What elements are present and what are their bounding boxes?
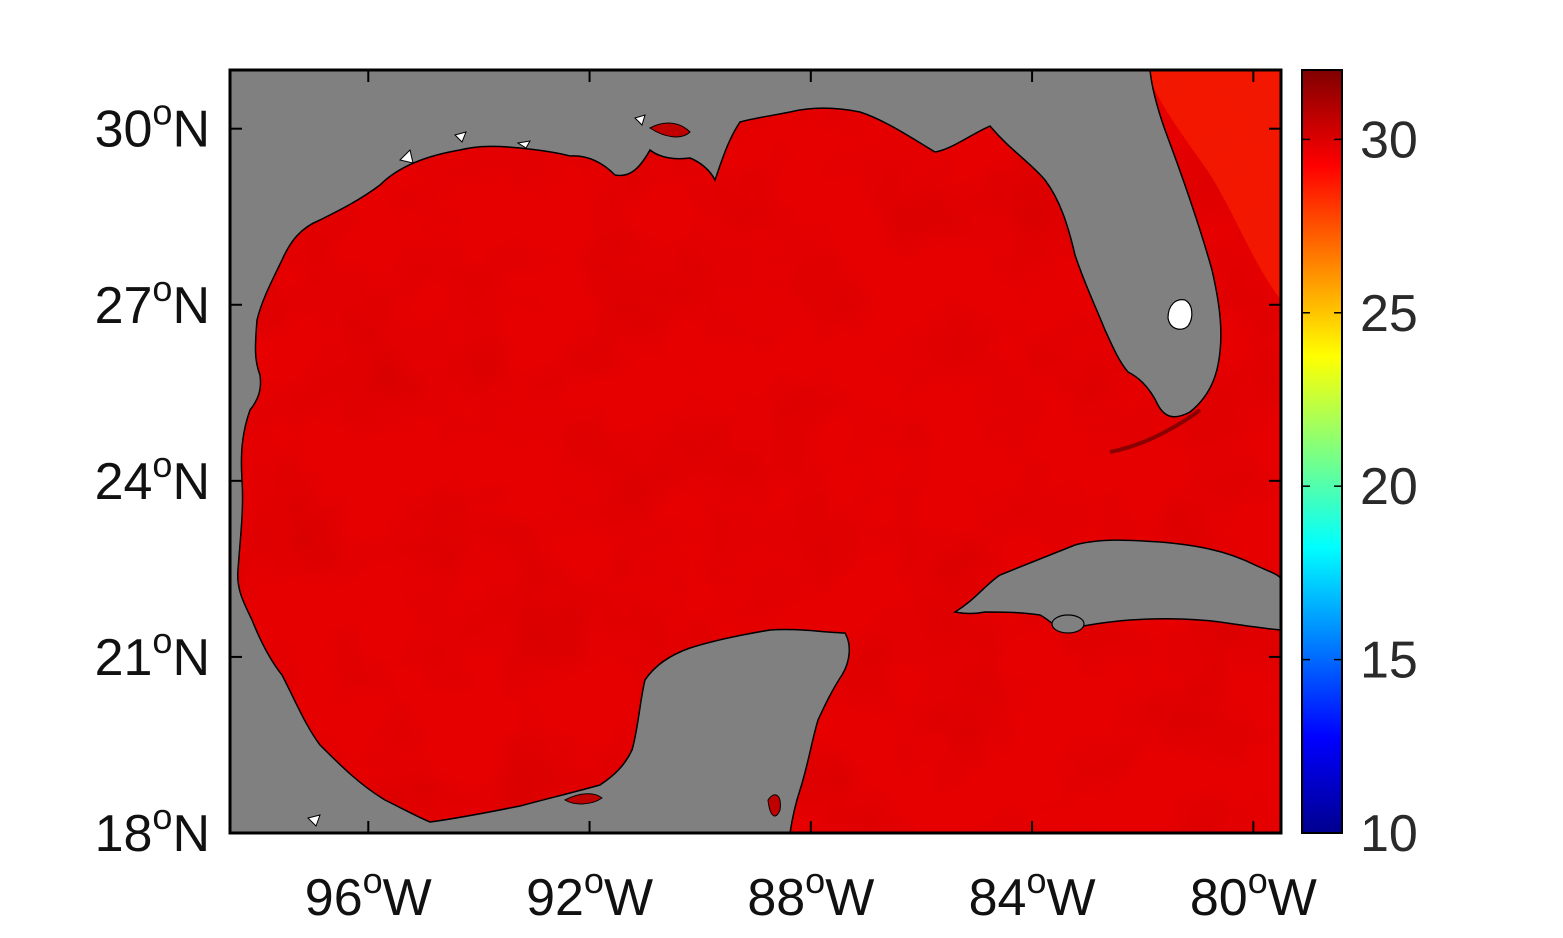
inland-lake-4	[634, 114, 646, 126]
chetumal-patch	[767, 794, 781, 817]
y-axis-ticks: 18oN 21oN 24oN 27oN 30oN	[95, 92, 1281, 863]
inland-lake-3	[516, 140, 531, 149]
y-tick-label: 21oN	[95, 620, 210, 687]
campeche-bay-patch	[563, 793, 603, 805]
colorbar-tick-label: 15	[1360, 632, 1418, 690]
y-tick-label: 18oN	[95, 796, 210, 863]
mobile-bay	[649, 122, 691, 138]
y-tick-label: 27oN	[95, 268, 210, 335]
x-tick-label: 96oW	[305, 860, 432, 927]
x-axis-ticks: 96oW 92oW 88oW 84oW 80oW	[305, 70, 1317, 927]
x-tick-label: 88oW	[747, 860, 874, 927]
inland-lake-1	[399, 149, 414, 164]
colorbar-tick-label: 30	[1360, 111, 1418, 169]
florida-current	[1145, 70, 1281, 300]
florida-keys	[1109, 408, 1202, 454]
inland-lake-2	[454, 131, 467, 143]
land-isla-juventud	[1051, 614, 1085, 634]
land-cuba	[952, 539, 1281, 631]
x-tick-label: 84oW	[969, 860, 1096, 927]
land-mainland	[230, 70, 1222, 833]
map-frame	[228, 68, 1283, 835]
colorbar-ticks: 10 15 20 25 30	[1302, 111, 1418, 863]
y-tick-label: 24oN	[95, 444, 210, 511]
inland-lake-5	[307, 814, 321, 827]
x-tick-label: 92oW	[526, 860, 653, 927]
colorbar-tick-label: 10	[1360, 805, 1418, 863]
lake-okeechobee	[1167, 299, 1193, 330]
y-tick-label: 30oN	[95, 92, 210, 159]
map-area	[230, 70, 1281, 833]
colorbar	[1301, 69, 1343, 834]
colorbar-tick-label: 20	[1360, 458, 1418, 516]
x-tick-label: 80oW	[1190, 860, 1317, 927]
colorbar-tick-label: 25	[1360, 285, 1418, 343]
